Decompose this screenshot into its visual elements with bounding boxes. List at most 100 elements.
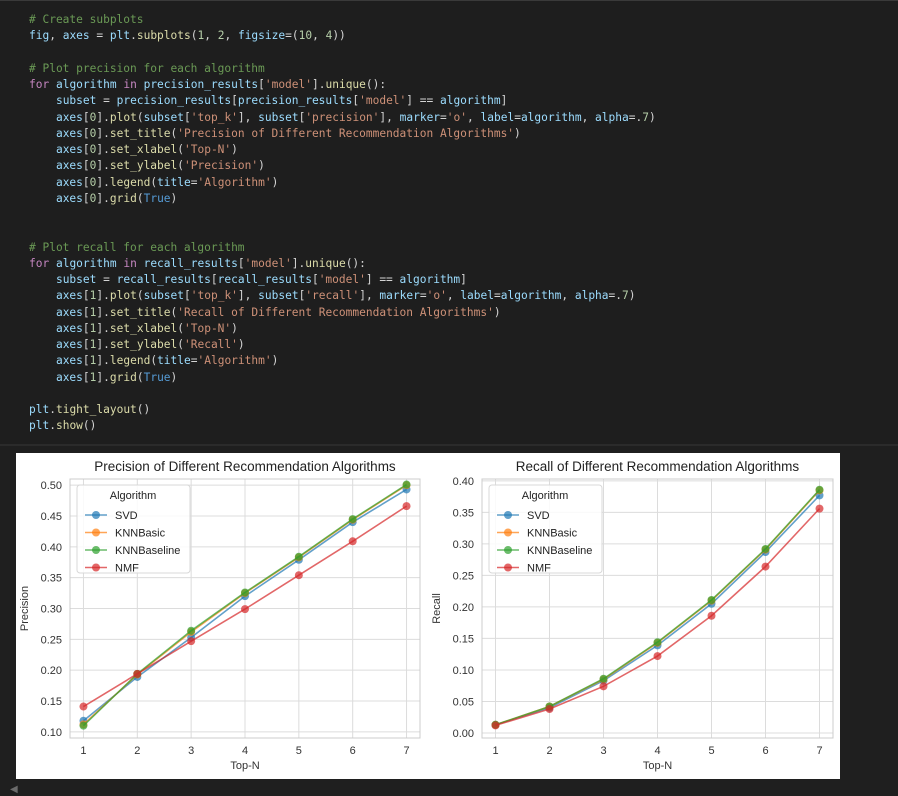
x-tick-label: 4 — [242, 745, 248, 757]
code-line — [29, 45, 656, 61]
x-tick-label: 6 — [762, 745, 768, 757]
data-point — [133, 669, 142, 678]
x-axis-label: Top-N — [643, 760, 672, 772]
data-point — [402, 480, 411, 489]
y-tick-label: 0.40 — [453, 476, 474, 488]
legend-label: SVD — [115, 510, 138, 522]
code-cell[interactable]: # Create subplots fig, axes = plt.subplot… — [0, 0, 898, 444]
legend-label: NMF — [115, 563, 139, 575]
scroll-left-icon[interactable]: ◀ — [10, 784, 18, 795]
code-line: axes[0].set_xlabel('Top-N') — [55, 143, 238, 156]
legend: Algorithm SVD KNNBasic KNNBaseline NMF — [488, 484, 603, 575]
cell-separator — [0, 444, 898, 446]
x-tick-label: 3 — [600, 745, 606, 757]
data-point — [294, 552, 303, 561]
legend-marker — [92, 528, 100, 537]
code-line: axes[1].set_title('Recall of Different R… — [55, 305, 501, 319]
chart-recall: 0.00 0.05 0.10 0.15 0.20 0.25 0.30 0.35 0.40 1 2 3 4… — [431, 459, 834, 772]
data-point — [815, 504, 824, 513]
data-point — [545, 705, 554, 714]
code-line: for algorithm in recall_results['model']… — [29, 256, 366, 270]
legend: Algorithm SVD KNNBasic KNNBaseline NMF — [76, 484, 191, 575]
output-area: 0.10 0.15 0.20 0.25 0.30 0.35 0.40 0.45 0.50 1 2 3 4… — [16, 453, 840, 779]
code-line — [29, 386, 656, 402]
code-line: axes[0].set_title('Precision of Differen… — [55, 126, 521, 140]
y-tick-label: 0.35 — [453, 507, 474, 519]
y-tick-label: 0.05 — [453, 696, 474, 708]
code-line: axes[1].set_xlabel('Top-N') — [55, 321, 238, 335]
x-tick-label: 1 — [492, 745, 498, 757]
code-line — [29, 223, 656, 239]
code-line: for algorithm in precision_results['mode… — [29, 78, 387, 91]
data-point — [653, 638, 662, 647]
x-tick-label: 3 — [188, 745, 194, 757]
data-point — [653, 652, 662, 661]
code-line: plt.show() — [29, 419, 97, 433]
legend-marker — [92, 511, 100, 519]
code-line: # Plot precision for each algorithm — [29, 61, 265, 75]
y-tick-label: 0.20 — [453, 602, 474, 614]
code-editor[interactable]: # Create subplots fig, axes = plt.subplot… — [29, 12, 656, 435]
x-tick-label: 2 — [546, 745, 552, 757]
data-point — [599, 682, 608, 691]
legend-title: Algorithm — [110, 490, 156, 502]
y-tick-label: 0.35 — [41, 573, 62, 585]
data-point — [241, 605, 249, 614]
y-tick-label: 0.30 — [453, 539, 474, 551]
legend-box — [488, 484, 603, 574]
y-tick-label: 0.00 — [453, 728, 474, 740]
chart-precision: 0.10 0.15 0.20 0.25 0.30 0.35 0.40 0.45 0.50 1 2 3 4… — [19, 459, 421, 772]
data-point — [599, 674, 608, 683]
data-point — [815, 485, 824, 494]
legend-marker — [504, 528, 512, 537]
y-tick-label: 0.25 — [41, 634, 62, 646]
x-tick-label: 5 — [708, 745, 714, 757]
x-tick-label: 7 — [816, 745, 822, 757]
y-axis-label: Precision — [19, 586, 31, 631]
data-point — [187, 637, 196, 646]
data-point — [241, 588, 249, 597]
x-tick-label: 4 — [654, 745, 660, 757]
x-tick-label: 7 — [403, 745, 409, 757]
code-line: # Plot recall for each algorithm — [29, 240, 245, 254]
y-tick-label: 0.15 — [453, 633, 474, 645]
x-tick-label: 1 — [80, 745, 86, 757]
code-line: axes[1].grid(True) — [55, 370, 178, 384]
legend-label: KNNBaseline — [115, 545, 180, 557]
data-point — [294, 571, 303, 580]
legend-marker — [504, 511, 512, 519]
code-line: axes[0].legend(title='Algorithm') — [55, 175, 279, 189]
legend-label: KNNBasic — [527, 528, 578, 540]
code-line: axes[1].legend(title='Algorithm') — [55, 354, 279, 368]
chart-title: Recall of Different Recommendation Algor… — [516, 459, 800, 474]
axes-frame — [69, 478, 421, 739]
figure: 0.10 0.15 0.20 0.25 0.30 0.35 0.40 0.45 0.50 1 2 3 4… — [19, 459, 834, 772]
data-point — [348, 515, 357, 524]
legend-title: Algorithm — [522, 490, 568, 502]
code-line: subset = recall_results[recall_results['… — [55, 273, 467, 286]
code-line: # Create subplots — [29, 13, 144, 26]
y-tick-label: 0.10 — [41, 727, 62, 739]
data-point — [707, 611, 716, 620]
y-tick-label: 0.30 — [41, 604, 62, 616]
legend-marker — [504, 563, 512, 572]
x-axis-label: Top-N — [230, 760, 259, 772]
y-tick-label: 0.25 — [453, 570, 474, 582]
data-point — [187, 626, 196, 635]
legend-label: KNNBasic — [115, 528, 166, 540]
data-point — [348, 537, 357, 546]
code-line: axes[1].plot(subset['top_k'], subset['re… — [55, 289, 636, 303]
code-line: axes[0].plot(subset['top_k'], subset['pr… — [55, 110, 656, 124]
code-line: fig, axes = plt.subplots(1, 2, figsize=(… — [29, 29, 346, 43]
chart-title: Precision of Different Recommendation Al… — [94, 459, 396, 474]
legend-label: SVD — [527, 510, 550, 522]
y-tick-label: 0.10 — [453, 665, 474, 677]
x-tick-label: 2 — [134, 745, 140, 757]
data-point — [79, 702, 88, 711]
code-line: subset = precision_results[precision_res… — [55, 94, 508, 108]
y-tick-label: 0.40 — [41, 542, 62, 554]
data-point — [761, 544, 770, 553]
y-tick-label: 0.45 — [41, 511, 62, 523]
data-point — [402, 502, 411, 511]
y-tick-label: 0.50 — [41, 480, 62, 492]
